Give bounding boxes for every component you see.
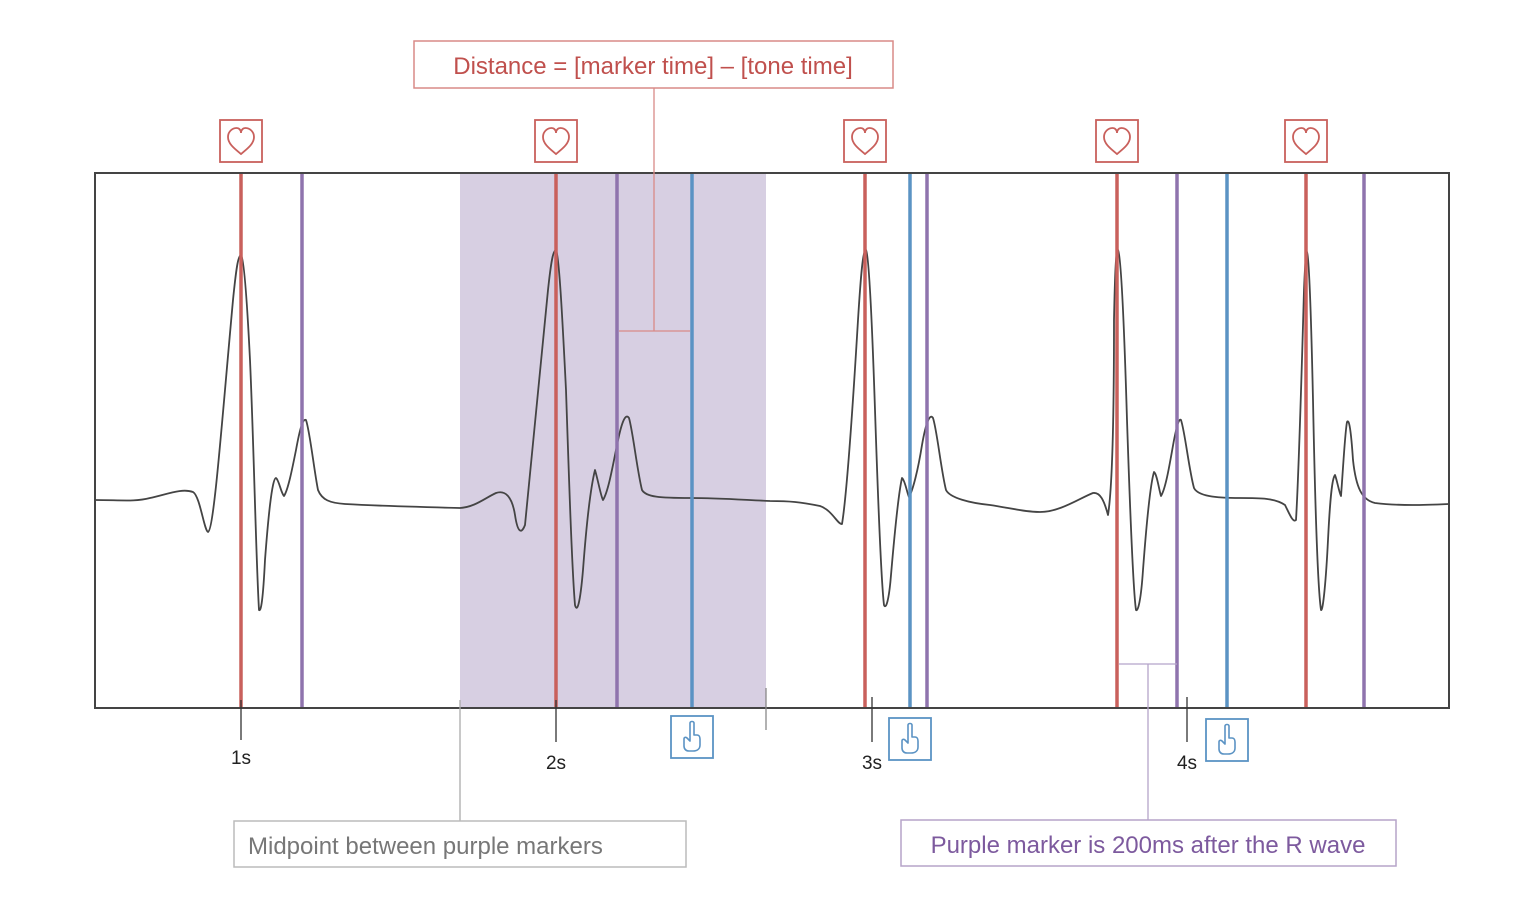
- heart-icon: [1096, 120, 1138, 162]
- distance-formula-text: Distance = [marker time] – [tone time]: [453, 53, 852, 80]
- heart-icon: [1285, 120, 1327, 162]
- time-label: 1s: [231, 748, 251, 769]
- time-label: 4s: [1177, 753, 1197, 774]
- distance-annotation: Distance = [marker time] – [tone time]: [414, 41, 893, 88]
- midpoint-note-text: Midpoint between purple markers: [248, 833, 603, 860]
- finger-tap-icon: [1206, 719, 1248, 761]
- time-label: 3s: [862, 753, 882, 774]
- purple-marker-note-text: Purple marker is 200ms after the R wave: [931, 832, 1366, 859]
- midpoint-annotation: Midpoint between purple markers: [234, 821, 686, 867]
- purple-marker-annotation: Purple marker is 200ms after the R wave: [901, 820, 1396, 866]
- time-label: 2s: [546, 753, 566, 774]
- offset-bracket: [1119, 664, 1177, 820]
- heart-icon: [535, 120, 577, 162]
- heart-icon: [844, 120, 886, 162]
- heart-icon: [220, 120, 262, 162]
- ecg-trace: [95, 250, 1449, 610]
- shaded-interval: [460, 173, 766, 708]
- finger-tap-icon: [671, 716, 713, 758]
- finger-tap-icon: [889, 718, 931, 760]
